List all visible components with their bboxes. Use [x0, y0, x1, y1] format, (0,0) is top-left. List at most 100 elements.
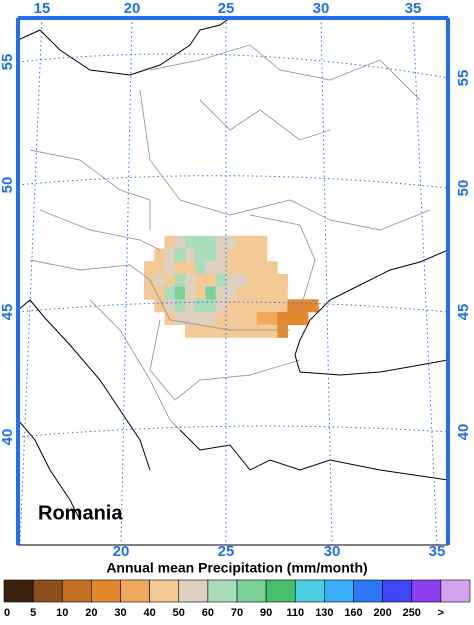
precip-cell: [226, 324, 237, 338]
precip-cell: [246, 312, 258, 326]
precip-cell: [215, 324, 227, 338]
border: [149, 319, 301, 401]
precip-cell: [205, 312, 217, 326]
colorbar-label: 10: [56, 607, 68, 619]
precip-cell: [256, 261, 268, 275]
precip-cell: [195, 273, 206, 287]
precip-cell: [215, 248, 227, 262]
precip-cell: [205, 299, 217, 313]
right-tick-label: 40: [455, 424, 472, 441]
precip-cell: [226, 273, 237, 287]
precip-cell: [267, 324, 278, 338]
precip-cell: [256, 286, 268, 300]
colorbar-swatch: [178, 579, 209, 603]
precip-cell: [277, 312, 288, 326]
colorbar-swatch: [120, 579, 150, 603]
parallel: [17, 53, 449, 79]
precip-cell: [226, 235, 237, 249]
precip-cell: [267, 312, 278, 326]
precip-cell: [226, 299, 237, 313]
precip-cell: [144, 261, 155, 275]
precip-cell: [246, 261, 258, 275]
precip-cell: [236, 261, 247, 275]
precip-cell: [226, 312, 237, 326]
precip-cell: [256, 312, 268, 326]
precip-cell: [205, 273, 217, 287]
precip-cell: [205, 235, 217, 249]
colorbar-label: >: [438, 607, 444, 619]
colorbar-swatch: [149, 579, 180, 603]
top-tick-label: 35: [405, 0, 422, 17]
precip-cell: [164, 235, 176, 249]
left-tick-label: 55: [0, 54, 16, 71]
right-tick-label: 45: [455, 304, 472, 321]
parallel: [17, 175, 449, 189]
colorbar-label: 40: [144, 607, 156, 619]
precip-cell: [215, 299, 227, 313]
precip-cell: [236, 248, 247, 262]
precip-cell: [185, 261, 196, 275]
precip-cell: [267, 299, 278, 313]
precip-cell: [256, 235, 268, 249]
precip-cell: [267, 261, 278, 275]
precip-cell: [277, 286, 288, 300]
precip-cell: [246, 273, 258, 287]
precip-cell: [236, 324, 247, 338]
colorbar-label: 50: [173, 607, 185, 619]
parallel: [17, 425, 449, 438]
right-tick-label: 50: [455, 180, 472, 197]
colorbar-label: 0: [4, 607, 10, 619]
precip-cell: [287, 312, 299, 326]
precip-cell: [236, 235, 247, 249]
top-tick-label: 20: [124, 0, 141, 17]
coast-aegean: [179, 429, 449, 481]
bottom-tick-label: 25: [218, 543, 235, 560]
precip-cell: [164, 299, 176, 313]
colorbar-swatch: [382, 579, 413, 603]
precip-cell: [236, 312, 247, 326]
meridian: [19, 17, 43, 546]
border: [29, 149, 151, 230]
precip-cell: [236, 273, 247, 287]
precip-cell: [205, 248, 217, 262]
precip-cell: [297, 312, 309, 326]
precip-cell: [297, 299, 309, 313]
precip-cell: [164, 248, 176, 262]
precip-cell: [195, 324, 206, 338]
top-tick-label: 30: [313, 0, 330, 17]
precip-cell: [185, 312, 196, 326]
bottom-tick-label: 35: [429, 543, 446, 560]
left-tick-label: 50: [0, 177, 16, 194]
precip-cell: [154, 261, 165, 275]
precip-cell: [185, 324, 196, 338]
coast-black-sea: [294, 249, 449, 376]
precip-cell: [195, 299, 206, 313]
colorbar-label: 70: [231, 607, 243, 619]
precip-layer: [144, 235, 319, 338]
country-borders: [29, 44, 431, 431]
left-tick-label: 40: [0, 429, 16, 446]
precip-cell: [256, 248, 268, 262]
colorbar-swatch: [411, 579, 442, 603]
colorbar: 0 5 10 20 30 40 50 60 70 90 110 130 160 200 250 >: [3, 579, 471, 619]
colorbar-label: 130: [315, 607, 333, 619]
coast-adriatic: [17, 299, 151, 471]
precip-cell: [246, 248, 258, 262]
precip-cell: [154, 299, 165, 313]
bottom-tick-label: 30: [324, 543, 341, 560]
precip-cell: [246, 235, 258, 249]
precip-cell: [195, 312, 206, 326]
colorbar-swatch: [353, 579, 383, 603]
bottom-tick-label: 20: [113, 543, 130, 560]
precip-cell: [164, 286, 176, 300]
precip-cell: [277, 324, 288, 338]
precip-cell: [215, 261, 227, 275]
precip-cell: [185, 248, 196, 262]
precip-cell: [174, 248, 186, 262]
precip-cell: [185, 299, 196, 313]
precip-cell: [205, 324, 217, 338]
coast-baltic: [17, 17, 231, 76]
precip-cell: [226, 261, 237, 275]
right-tick-label: 55: [455, 70, 472, 87]
precip-cell: [144, 286, 155, 300]
